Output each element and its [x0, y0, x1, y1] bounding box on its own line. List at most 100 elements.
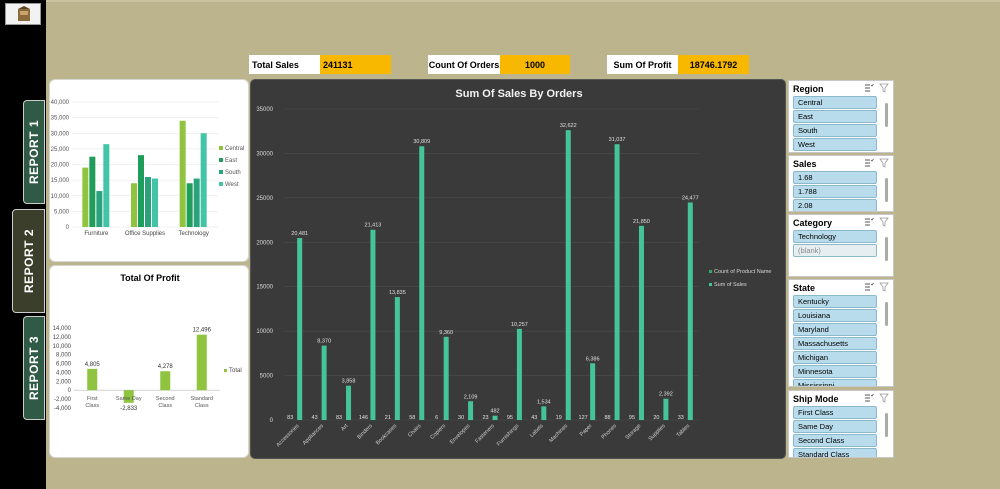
slicer-item[interactable]: 1.788	[793, 185, 877, 198]
slicer-item[interactable]: 2.08	[793, 199, 877, 211]
slicer-item[interactable]: East	[793, 110, 877, 123]
y-tick-label: 14,000	[53, 326, 72, 332]
bar-east	[138, 155, 144, 227]
slicer-item[interactable]: First Class	[793, 406, 877, 419]
slicer-title: State	[793, 282, 816, 293]
x-tick-label: Bookcases	[375, 423, 398, 446]
x-tick-label: Standard	[191, 396, 213, 402]
count-label: 33	[678, 415, 684, 421]
slicer-item[interactable]: Massachusetts	[793, 337, 877, 350]
tab-report-1[interactable]: REPORT 1	[23, 100, 45, 204]
slicer-item[interactable]: Maryland	[793, 323, 877, 336]
slicer-item[interactable]: Central	[793, 96, 877, 109]
sales-bar	[565, 130, 571, 420]
tab-report-2[interactable]: REPORT 2	[12, 209, 45, 313]
x-tick-label: Chairs	[407, 423, 423, 439]
clear-filter-icon[interactable]	[879, 282, 889, 292]
slicer-item[interactable]: 1.68	[793, 171, 877, 184]
legend-label: Count of Product Name	[714, 269, 771, 275]
y-tick-label: 15,000	[51, 178, 70, 184]
data-label: 31,037	[609, 137, 626, 143]
clear-filter-icon[interactable]	[879, 158, 889, 168]
data-label: 1,534	[537, 399, 551, 405]
y-tick-label: 10,000	[51, 194, 70, 200]
tab-report-3[interactable]: REPORT 3	[23, 316, 45, 420]
slicer-item[interactable]: Technology	[793, 230, 877, 243]
clear-filter-icon[interactable]	[879, 217, 889, 227]
slicer-scrollbar[interactable]	[885, 178, 888, 202]
multi-select-icon[interactable]	[864, 83, 874, 93]
total-sales-value: 241131	[320, 55, 391, 74]
slicer-item[interactable]: (blank)	[793, 244, 877, 257]
slicer-region[interactable]: Region Central East South West	[788, 80, 894, 153]
slicer-item[interactable]: West	[793, 138, 877, 151]
y-tick-label: -4,000	[54, 406, 72, 412]
slicer-header: Sales	[789, 156, 893, 171]
clear-filter-icon[interactable]	[879, 393, 889, 403]
sales-bar	[541, 406, 547, 420]
count-label: 83	[287, 415, 293, 421]
slicer-scrollbar[interactable]	[885, 103, 888, 127]
x-tick-label: Furniture	[84, 231, 109, 237]
profit-bar	[87, 368, 98, 391]
x-tick-label: Furnishings	[496, 423, 521, 448]
slicer-item[interactable]: Same Day	[793, 420, 877, 433]
slicer-state[interactable]: State Kentucky Louisiana Maryland Massachuse…	[788, 279, 894, 387]
y-tick-label: 35,000	[51, 116, 70, 122]
tab-report-1-label: REPORT 1	[27, 119, 42, 185]
y-tick-label: 30,000	[51, 131, 70, 137]
count-label: 23	[482, 415, 488, 421]
x-tick-label: Fasteners	[474, 423, 496, 445]
x-tick-label: Envelopes	[449, 423, 472, 446]
logo-icon	[18, 6, 30, 21]
legend-swatch	[219, 182, 223, 186]
data-label: 3,858	[342, 379, 356, 385]
slicer-icons	[864, 393, 889, 403]
slicer-ship-mode[interactable]: Ship Mode First Class Same Day Second Class…	[788, 390, 894, 458]
slicer-category[interactable]: Category Technology (blank)	[788, 214, 894, 277]
y-tick-label: 35000	[256, 107, 273, 113]
y-tick-label: 10000	[256, 329, 273, 335]
sum-profit-value: 18746.1792	[678, 55, 749, 74]
multi-select-icon[interactable]	[864, 158, 874, 168]
y-tick-label: 0	[66, 225, 70, 231]
tab-report-3-label: REPORT 3	[27, 335, 42, 401]
slicer-item[interactable]: Second Class	[793, 434, 877, 447]
y-tick-label: 25,000	[51, 147, 70, 153]
sheet-top-border	[0, 0, 1000, 2]
slicer-scrollbar[interactable]	[885, 413, 888, 437]
slicer-item[interactable]: Kentucky	[793, 295, 877, 308]
logo-button[interactable]	[5, 3, 41, 25]
slicer-scrollbar[interactable]	[885, 237, 888, 261]
x-tick-label: Technology	[178, 231, 208, 237]
multi-select-icon[interactable]	[864, 282, 874, 292]
slicer-item[interactable]: Minnesota	[793, 365, 877, 378]
x-tick-label: Appliances	[302, 423, 325, 446]
sales-by-orders-chart: Sum Of Sales By Orders 0 5000 10000 15000 200…	[256, 88, 771, 448]
slicer-item[interactable]: South	[793, 124, 877, 137]
x-tick-label: Class	[85, 403, 99, 409]
sales-bar	[419, 146, 425, 420]
clear-filter-icon[interactable]	[879, 83, 889, 93]
x-tick-label: Labels	[529, 423, 545, 439]
count-orders-label: Count Of Orders	[428, 55, 500, 74]
slicer-sales[interactable]: Sales 1.68 1.788 2.08	[788, 155, 894, 212]
slicer-item[interactable]: Louisiana	[793, 309, 877, 322]
count-label: 95	[629, 415, 635, 421]
sales-bar	[370, 229, 376, 420]
bar-central	[131, 183, 137, 227]
bar-west	[200, 133, 207, 227]
multi-select-icon[interactable]	[864, 393, 874, 403]
slicer-icons	[864, 217, 889, 227]
slicer-item[interactable]: Mississippi	[793, 379, 877, 386]
slicer-item[interactable]: Standard Class	[793, 448, 877, 457]
multi-select-icon[interactable]	[864, 217, 874, 227]
legend-label: Central	[225, 146, 244, 152]
data-label: 6,386	[586, 356, 600, 362]
bar-central	[82, 167, 89, 227]
slicer-item[interactable]: Michigan	[793, 351, 877, 364]
data-label: 8,370	[317, 339, 331, 345]
count-label: 43	[312, 415, 318, 421]
navigation-bar: REPORT 1 REPORT 2 REPORT 3	[0, 0, 46, 489]
slicer-scrollbar[interactable]	[885, 302, 888, 326]
